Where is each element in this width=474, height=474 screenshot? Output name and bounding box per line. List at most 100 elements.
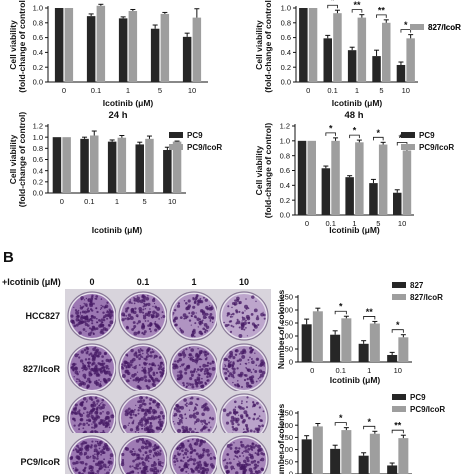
- colony-dot: [100, 381, 102, 383]
- colony-dot: [226, 412, 230, 417]
- x-tick-label: 0.1: [325, 219, 335, 228]
- colony-dot: [249, 346, 253, 350]
- y-tick-label: 0.2: [33, 63, 43, 72]
- colony-dot: [83, 299, 86, 301]
- legend-swatch: [392, 394, 406, 400]
- colony-dot: [209, 320, 212, 322]
- colony-dot: [151, 469, 154, 472]
- colony-dot: [247, 358, 250, 361]
- y-tick-label: 100: [280, 445, 293, 454]
- colony-dot: [204, 353, 206, 356]
- colony-dot: [257, 451, 260, 453]
- colony-dot: [94, 453, 96, 455]
- colony-dot: [176, 374, 180, 378]
- significance-marker: *: [339, 413, 343, 423]
- colony-dot: [74, 406, 78, 410]
- colony-dot: [204, 328, 207, 332]
- colony-dot: [205, 422, 208, 426]
- legend-label: PC9: [419, 131, 435, 140]
- colony-dot: [134, 450, 136, 452]
- colony-dot: [144, 423, 148, 426]
- colony-dot: [78, 331, 82, 335]
- colony-dot: [257, 469, 261, 474]
- colony-dot: [105, 421, 110, 426]
- colony-dot: [236, 318, 239, 321]
- colony-dot: [211, 317, 214, 320]
- colony-dot: [158, 418, 162, 421]
- colony-dot: [70, 366, 73, 369]
- colony-dot: [202, 452, 204, 454]
- colony-dot: [106, 310, 109, 312]
- colony-dot: [189, 451, 193, 455]
- plate-grid: [65, 289, 271, 474]
- colony-dot: [238, 414, 240, 416]
- row-label-pc9: PC9: [42, 414, 60, 424]
- colony-dot: [180, 460, 182, 462]
- colony-dot: [129, 416, 132, 419]
- colony-dot: [251, 348, 254, 351]
- colony-dot: [102, 403, 105, 406]
- significance-bracket: [391, 329, 404, 333]
- colony-dot: [239, 440, 243, 444]
- colony-dot: [146, 470, 149, 473]
- colony-dot: [147, 367, 150, 370]
- colony-dot: [85, 400, 88, 403]
- bar-827-icor-0: [64, 8, 74, 82]
- colony-dot: [104, 466, 107, 469]
- significance-bracket: [376, 14, 387, 18]
- colony-dot: [82, 469, 84, 471]
- y-tick-label: 1.0: [281, 4, 291, 13]
- colony-dot: [137, 406, 140, 409]
- colony-dot: [91, 322, 94, 325]
- colony-dot: [179, 413, 183, 418]
- colony-dot: [104, 380, 108, 384]
- colony-dot: [124, 410, 127, 413]
- colony-dot: [173, 460, 177, 464]
- colony-dot: [133, 298, 138, 302]
- colony-dot: [138, 309, 143, 314]
- colony-dot: [126, 317, 130, 321]
- colony-dot: [132, 459, 135, 463]
- colony-dot: [95, 317, 98, 320]
- colony-dot: [193, 335, 196, 338]
- colony-dot: [172, 312, 175, 314]
- colony-dot: [237, 405, 241, 409]
- bar-827-10: [387, 354, 398, 362]
- colony-dot: [177, 352, 182, 357]
- bar-series-0-1: [347, 50, 357, 82]
- colony-dot: [89, 457, 91, 459]
- colony-dot: [129, 359, 134, 364]
- colony-dot: [195, 418, 200, 423]
- colony-dot: [244, 374, 248, 377]
- colony-dot: [252, 446, 256, 449]
- colony-dot: [131, 450, 134, 453]
- colony-dot: [124, 369, 129, 374]
- colony-dot: [179, 453, 182, 455]
- colony-dot: [232, 312, 235, 316]
- colony-dot: [243, 428, 245, 430]
- bar-pc9-icor-10: [172, 141, 182, 193]
- colony-dot: [94, 424, 98, 428]
- colony-dot: [224, 365, 227, 367]
- colony-dot: [235, 429, 237, 432]
- colony-dot: [95, 327, 99, 330]
- significance-marker: *: [329, 123, 333, 133]
- colony-plate: [217, 433, 271, 474]
- colony-dot: [147, 320, 149, 322]
- colony-dot: [253, 403, 257, 407]
- colony-dot: [156, 306, 161, 311]
- colony-dot: [144, 320, 147, 322]
- colony-dot: [151, 298, 156, 303]
- colony-dot: [187, 384, 190, 386]
- colony-dot: [101, 401, 103, 404]
- colony-dot: [245, 327, 247, 329]
- bar-pc9-0: [301, 439, 312, 474]
- significance-marker: *: [396, 320, 400, 330]
- colony-dot: [149, 354, 153, 358]
- colony-dot: [136, 296, 140, 300]
- colony-dot: [244, 310, 246, 312]
- colony-dot: [157, 420, 161, 424]
- colony-dot: [202, 327, 206, 331]
- colony-dot: [209, 417, 212, 420]
- colony-dot: [82, 397, 87, 401]
